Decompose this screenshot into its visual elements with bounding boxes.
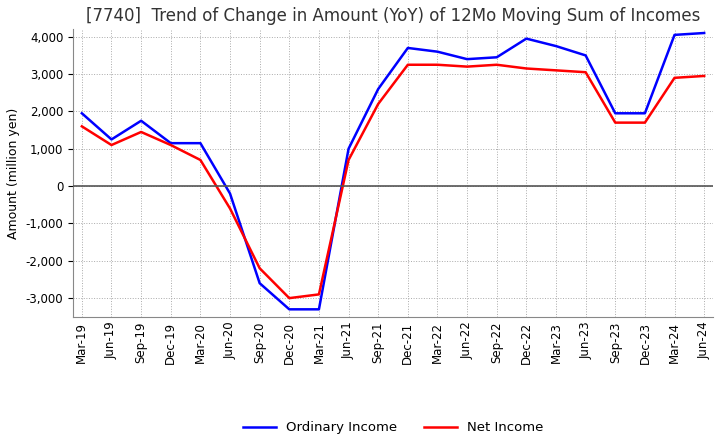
- Ordinary Income: [256, 281, 264, 286]
- Net Income: [137, 129, 145, 135]
- Net Income: [78, 124, 86, 129]
- Net Income: [552, 68, 560, 73]
- Net Income: [315, 292, 323, 297]
- Ordinary Income: [374, 86, 382, 92]
- Ordinary Income: [225, 191, 234, 196]
- Title: [7740]  Trend of Change in Amount (YoY) of 12Mo Moving Sum of Incomes: [7740] Trend of Change in Amount (YoY) o…: [86, 7, 701, 25]
- Ordinary Income: [107, 137, 116, 142]
- Ordinary Income: [463, 56, 472, 62]
- Ordinary Income: [552, 44, 560, 49]
- Net Income: [166, 143, 175, 148]
- Ordinary Income: [78, 110, 86, 116]
- Net Income: [225, 206, 234, 211]
- Y-axis label: Amount (million yen): Amount (million yen): [7, 107, 20, 238]
- Ordinary Income: [315, 307, 323, 312]
- Net Income: [344, 158, 353, 163]
- Ordinary Income: [641, 110, 649, 116]
- Net Income: [403, 62, 412, 67]
- Ordinary Income: [285, 307, 294, 312]
- Net Income: [700, 73, 708, 79]
- Ordinary Income: [670, 32, 679, 37]
- Net Income: [196, 158, 204, 163]
- Net Income: [522, 66, 531, 71]
- Net Income: [641, 120, 649, 125]
- Net Income: [285, 296, 294, 301]
- Ordinary Income: [700, 30, 708, 36]
- Legend: Ordinary Income, Net Income: Ordinary Income, Net Income: [238, 416, 549, 440]
- Net Income: [492, 62, 501, 67]
- Net Income: [463, 64, 472, 69]
- Net Income: [256, 266, 264, 271]
- Ordinary Income: [433, 49, 442, 54]
- Ordinary Income: [166, 140, 175, 146]
- Ordinary Income: [344, 146, 353, 151]
- Ordinary Income: [492, 55, 501, 60]
- Ordinary Income: [522, 36, 531, 41]
- Line: Net Income: Net Income: [82, 65, 704, 298]
- Net Income: [374, 101, 382, 106]
- Ordinary Income: [196, 140, 204, 146]
- Net Income: [107, 143, 116, 148]
- Ordinary Income: [137, 118, 145, 123]
- Net Income: [611, 120, 620, 125]
- Ordinary Income: [581, 53, 590, 58]
- Ordinary Income: [611, 110, 620, 116]
- Net Income: [433, 62, 442, 67]
- Ordinary Income: [403, 45, 412, 51]
- Net Income: [670, 75, 679, 81]
- Line: Ordinary Income: Ordinary Income: [82, 33, 704, 309]
- Net Income: [581, 70, 590, 75]
